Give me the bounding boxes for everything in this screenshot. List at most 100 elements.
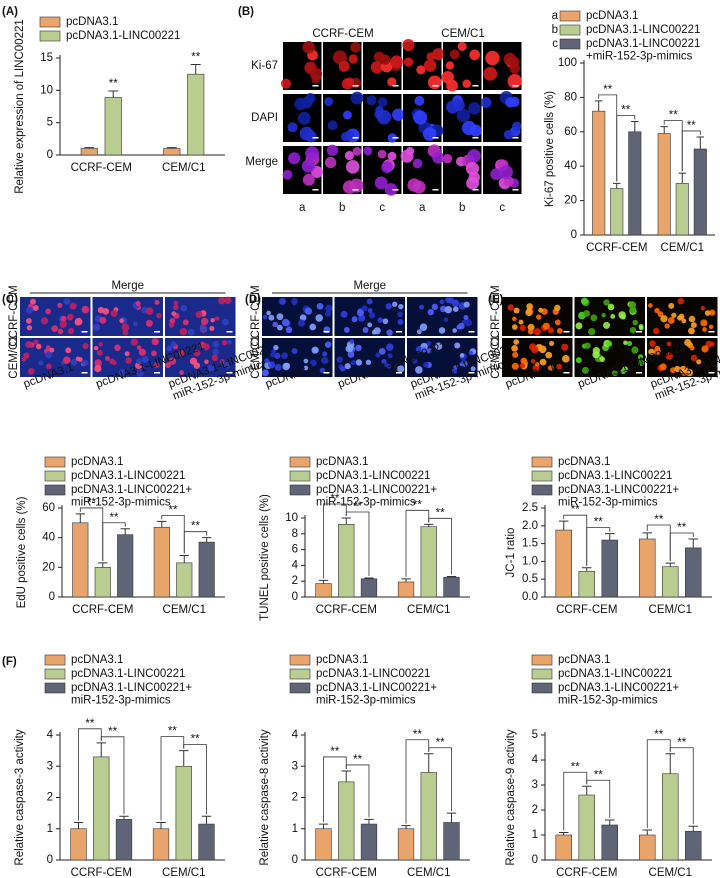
cell xyxy=(603,299,610,306)
micrograph xyxy=(574,338,645,377)
sig-bracket xyxy=(586,779,611,818)
cell xyxy=(451,299,460,307)
cell xyxy=(291,347,298,354)
cell xyxy=(49,347,55,353)
legend-swatch xyxy=(531,654,553,666)
cell xyxy=(468,350,474,356)
scale-bar xyxy=(468,331,475,333)
cell xyxy=(632,319,639,326)
error-bar xyxy=(364,818,374,825)
cell xyxy=(367,308,373,313)
cell xyxy=(324,310,331,317)
micrograph xyxy=(165,296,236,336)
cell xyxy=(282,362,290,371)
image-header: Merge xyxy=(111,280,144,292)
cell xyxy=(121,323,130,332)
micrograph xyxy=(282,146,324,194)
cell xyxy=(355,344,362,352)
significance: ** xyxy=(677,737,686,749)
cell xyxy=(200,317,209,326)
significance: ** xyxy=(413,499,422,511)
micrograph xyxy=(647,338,718,377)
significance: ** xyxy=(191,51,200,63)
error-bar xyxy=(119,815,129,820)
cell xyxy=(343,110,352,120)
cell xyxy=(281,352,288,360)
cell xyxy=(29,298,36,305)
cell xyxy=(179,327,188,336)
cell xyxy=(32,305,39,311)
significance: ** xyxy=(687,120,696,132)
cell xyxy=(224,296,232,305)
cell xyxy=(366,95,377,106)
significance: ** xyxy=(654,729,663,741)
cell xyxy=(648,348,655,356)
panel-label: (F) xyxy=(2,656,17,668)
cell xyxy=(469,49,480,61)
legend-swatch xyxy=(44,668,66,680)
micrograph xyxy=(647,297,718,336)
bar xyxy=(685,830,702,861)
micrograph xyxy=(574,297,645,336)
legend-label: pcDNA3.1 xyxy=(316,456,368,468)
micrograph xyxy=(441,41,482,92)
cell xyxy=(689,345,695,351)
cell xyxy=(547,364,554,371)
cell xyxy=(301,159,316,173)
y-axis-label: TUNEL positive cells (%) xyxy=(259,494,271,621)
cell xyxy=(35,343,42,350)
cell xyxy=(26,318,32,324)
cell xyxy=(657,311,664,318)
y-tick-label: 5 xyxy=(47,117,53,129)
micrograph xyxy=(323,42,362,90)
cell xyxy=(667,317,675,324)
cell xyxy=(653,327,660,335)
cell xyxy=(659,363,667,371)
cell xyxy=(315,314,323,322)
cell xyxy=(431,303,438,310)
cell xyxy=(166,345,173,352)
legend-label: pcDNA3.1 xyxy=(558,456,610,468)
cell xyxy=(38,360,44,366)
cell xyxy=(367,322,373,328)
legend-label: pcDNA3.1 xyxy=(558,654,610,666)
legend-label: pcDNA3.1-LINC00221 xyxy=(66,30,180,42)
significance: ** xyxy=(191,521,200,533)
cell xyxy=(340,131,351,142)
legend-swatch xyxy=(39,16,61,28)
cell xyxy=(470,366,476,372)
legend-swatch xyxy=(289,470,311,482)
scale-bar xyxy=(563,372,570,374)
cell xyxy=(374,176,388,190)
cell xyxy=(136,345,142,350)
cell xyxy=(505,97,516,108)
error-bar xyxy=(318,823,329,829)
cell xyxy=(601,313,606,318)
cell xyxy=(463,315,469,321)
scale-bar xyxy=(512,189,519,191)
y-tick-label: 10 xyxy=(40,84,53,96)
image-row-label: DAPI xyxy=(251,112,278,124)
y-tick-label: 3 xyxy=(47,760,53,772)
cell xyxy=(345,160,360,174)
bar xyxy=(117,534,134,598)
cell xyxy=(294,97,307,111)
cell xyxy=(435,342,443,350)
cell xyxy=(193,349,201,357)
cell xyxy=(556,363,563,370)
bar xyxy=(175,765,192,861)
cell xyxy=(519,324,526,332)
bar xyxy=(657,133,671,236)
y-axis-label: EdU positive cells (%) xyxy=(16,496,28,608)
cell xyxy=(343,327,350,333)
cell xyxy=(145,307,154,315)
image-row-label: CCRF-CEM xyxy=(490,285,502,346)
cell xyxy=(363,146,373,156)
cell xyxy=(439,299,445,305)
cell xyxy=(168,322,175,328)
sig-bracket xyxy=(405,509,430,577)
micrograph xyxy=(442,146,482,194)
error-bar xyxy=(558,520,569,531)
cell xyxy=(398,304,404,310)
scale-bar xyxy=(392,85,399,87)
